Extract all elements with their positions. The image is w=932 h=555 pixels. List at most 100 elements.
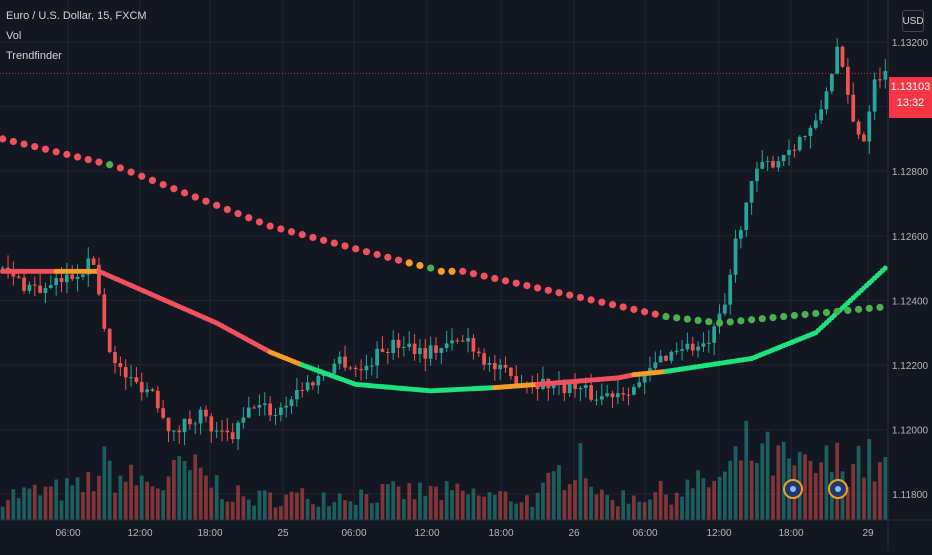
- candle-body: [642, 373, 647, 383]
- candle-body: [637, 382, 642, 387]
- legend-trendfinder[interactable]: Trendfinder: [6, 50, 62, 62]
- candle-body: [311, 382, 315, 386]
- volume-bar: [503, 491, 508, 520]
- volume-bar: [289, 491, 294, 520]
- candle-body: [204, 409, 208, 417]
- trend-dot: [480, 272, 488, 280]
- candle-body: [632, 386, 636, 395]
- volume-bar: [230, 501, 235, 520]
- candle-body: [589, 385, 593, 400]
- trend-dot: [202, 197, 210, 205]
- event-icon[interactable]: [828, 479, 848, 499]
- price-tick-label: 1.12200: [892, 361, 929, 372]
- legend-volume[interactable]: Vol: [6, 30, 22, 42]
- candle-body: [43, 287, 48, 293]
- currency-button[interactable]: USD: [902, 10, 924, 32]
- candle-body: [471, 338, 476, 352]
- trend-dot: [223, 205, 231, 214]
- grid: [0, 0, 888, 520]
- trend-dot: [191, 193, 199, 201]
- candle-body: [856, 121, 861, 135]
- candle-body: [503, 364, 508, 368]
- event-icon[interactable]: [783, 479, 803, 499]
- trend-dot: [555, 289, 563, 297]
- volume-bar: [134, 485, 139, 520]
- candle-body: [492, 363, 497, 370]
- volume-bar: [819, 462, 824, 520]
- volume-bar: [54, 479, 59, 520]
- trend-dot: [73, 153, 82, 161]
- candle-body: [166, 417, 171, 432]
- volume-bar: [332, 502, 337, 520]
- volume-bar: [610, 499, 615, 520]
- volume-bar: [701, 478, 706, 520]
- volume-bar: [225, 501, 230, 520]
- volume-bar: [182, 460, 187, 520]
- candle-body: [508, 367, 513, 377]
- volume-bar: [155, 488, 160, 520]
- candle-body: [722, 304, 727, 314]
- candle-body: [444, 343, 449, 349]
- volume-bar: [690, 488, 695, 520]
- candle-body: [353, 367, 358, 370]
- volume-bar: [188, 470, 192, 520]
- time-tick-label: 18:00: [197, 528, 222, 539]
- candle-body: [391, 339, 396, 353]
- candle-body: [771, 161, 775, 168]
- candle-body: [257, 405, 262, 408]
- trend-dot: [287, 228, 296, 236]
- candle-body: [573, 383, 577, 389]
- volume-bar: [546, 472, 551, 520]
- price-tick-label: 1.12000: [892, 426, 929, 437]
- trend-dot: [641, 308, 649, 316]
- volume-bar: [508, 501, 513, 520]
- candle-body: [776, 161, 781, 168]
- candle-body: [155, 390, 160, 409]
- trend-dot: [9, 137, 17, 146]
- candle-body: [145, 389, 149, 393]
- candle-body: [396, 339, 401, 348]
- candle-body: [755, 168, 759, 182]
- symbol-title[interactable]: Euro / U.S. Dollar, 15, FXCM: [6, 10, 147, 22]
- volume-bar: [81, 492, 85, 520]
- candle-body: [760, 161, 765, 169]
- volume-bar: [59, 500, 64, 520]
- candle-body: [188, 418, 192, 425]
- volume-bar: [70, 485, 75, 520]
- candle-body: [787, 149, 791, 156]
- last-price-badge: 1.13103 13:32: [889, 77, 932, 118]
- candle-body: [300, 390, 305, 392]
- trend-dot: [320, 236, 328, 244]
- volume-bar: [407, 483, 412, 520]
- last-price-value: 1.13103: [890, 81, 931, 93]
- trend-dot: [780, 312, 788, 321]
- candle-body: [193, 423, 198, 425]
- trend-dot: [298, 231, 306, 239]
- candle-body: [123, 367, 128, 378]
- volume-bar: [246, 499, 251, 520]
- candle-body: [16, 276, 21, 278]
- trend-dot: [598, 298, 606, 306]
- candle-body: [712, 326, 717, 343]
- volume-bar: [567, 484, 572, 520]
- trend-dot: [148, 176, 157, 185]
- volume-bar: [669, 504, 674, 520]
- time-tick-label: 12:00: [414, 528, 439, 539]
- candle-body: [64, 274, 69, 283]
- trend-dot: [106, 161, 114, 169]
- trend-dot: [341, 242, 349, 250]
- volume-bar: [760, 443, 765, 520]
- candle-body: [273, 415, 278, 417]
- volume-bar: [872, 481, 877, 520]
- candle-body: [139, 382, 144, 393]
- candle-body: [161, 408, 166, 418]
- trend-dot: [662, 312, 670, 321]
- trend-dot: [170, 185, 178, 193]
- candle-body: [27, 284, 32, 291]
- candle-body: [482, 353, 486, 365]
- volume-bar: [311, 504, 315, 520]
- volume-bar: [43, 486, 48, 520]
- candle-body: [295, 390, 299, 400]
